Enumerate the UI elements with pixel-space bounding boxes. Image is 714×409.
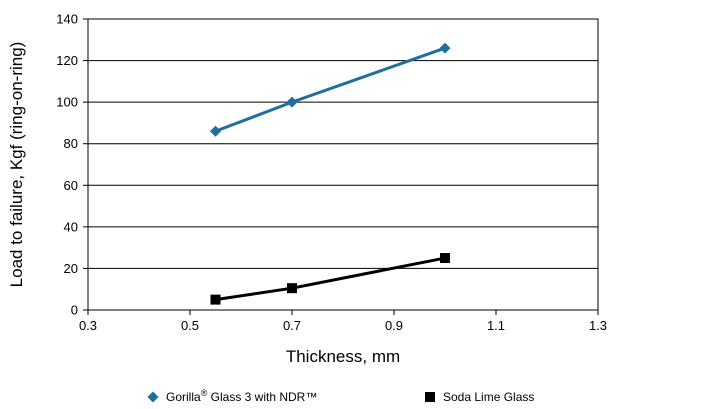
x-tick-label: 0.3 — [79, 318, 97, 333]
y-tick-label: 120 — [56, 53, 78, 68]
x-tick-label: 1.3 — [589, 318, 607, 333]
data-point-square — [210, 294, 221, 305]
data-point-diamond — [439, 42, 451, 54]
y-tick-label: 60 — [64, 178, 78, 193]
plot-frame — [87, 18, 599, 311]
data-point-square — [440, 253, 450, 264]
x-tick-label: 0.9 — [385, 318, 403, 333]
x-tick-label: 1.1 — [487, 318, 505, 333]
x-tick-label: 0.7 — [283, 318, 301, 333]
legend-label-soda-lime-glass: Soda Lime Glass — [443, 390, 534, 404]
x-tick-label: 0.5 — [181, 318, 199, 333]
legend-label-gorilla-glass: Gorilla® Glass 3 with NDR™ — [166, 388, 317, 404]
legend-marker-gorilla-glass — [147, 391, 159, 403]
data-point-square — [287, 283, 297, 294]
data-point-diamond — [286, 96, 298, 108]
y-tick-label: 40 — [64, 219, 78, 234]
x-axis-title: Thickness, mm — [286, 347, 400, 366]
legend-marker-soda-lime-glass — [425, 392, 435, 402]
y-tick-label: 140 — [56, 12, 78, 27]
y-tick-label: 80 — [64, 136, 78, 151]
y-axis-title: Load to failure, Kgf (ring-on-ring) — [7, 42, 26, 288]
y-axis-ticks: 0 20 40 60 80 100 120 140 — [56, 12, 88, 318]
legend: Gorilla® Glass 3 with NDR™ Soda Lime Gla… — [147, 388, 534, 404]
y-tick-label: 20 — [64, 261, 78, 276]
y-tick-label: 100 — [56, 95, 78, 110]
legend-label-gorilla-sup: ® — [201, 388, 208, 398]
y-tick-label: 0 — [71, 303, 78, 318]
data-point-diamond — [210, 125, 221, 137]
x-axis-ticks: 0.3 0.5 0.7 0.9 1.1 1.3 — [79, 310, 607, 333]
series-group — [210, 42, 451, 305]
legend-label-gorilla-main: Gorilla — [166, 390, 201, 404]
gridlines — [88, 60, 598, 269]
legend-label-gorilla-rest: Glass 3 with NDR™ — [207, 390, 317, 404]
